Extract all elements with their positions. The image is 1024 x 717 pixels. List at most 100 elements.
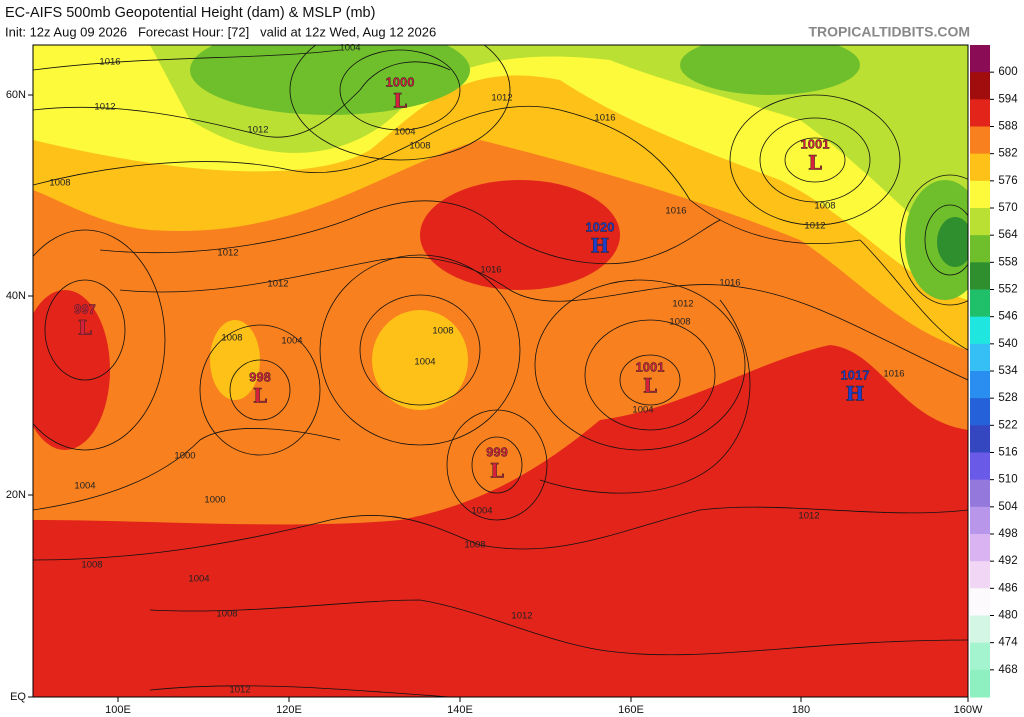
center-pressure: 1017 [841,367,870,382]
isobar [119,256,968,381]
lon-label: 160W [954,704,983,716]
isobar-label: 1008 [81,560,102,571]
isobar [784,137,846,183]
map-frame [32,44,969,698]
isobar [33,49,341,71]
isobar-label: 1008 [814,201,835,212]
isobar-label: 1004 [188,574,209,585]
height-region [937,217,968,267]
center-pressure: 1020 [586,219,615,234]
center-pressure: 997 [74,301,96,316]
isobar [149,685,451,697]
isobar-label: 1016 [594,113,615,124]
isobar [33,61,451,138]
isobar-label: 1012 [217,248,238,259]
colorbar-swatch [970,45,990,73]
subtitle: Init: 12z Aug 09 2026 Forecast Hour: [72… [5,24,436,39]
isobar-label: 1000 [174,451,195,462]
colorbar-swatch [970,235,990,263]
isobar-label: 1000 [204,495,225,506]
center-pressure: 998 [249,369,271,384]
isobar [534,279,746,451]
colorbar-swatch [970,153,990,182]
colorbar-swatch [970,534,990,562]
isobar [33,428,341,511]
isobar-label: 1004 [632,405,653,416]
height-region [33,290,110,450]
isobar [859,239,968,351]
colorbar-swatch [970,452,990,481]
colorbar-label: 468 [998,664,1017,676]
isobar-label: 1012 [491,93,512,104]
credit: TROPICALTIDBITS.COM [808,24,970,40]
height-region [905,180,968,300]
colorbar-label: 492 [998,555,1017,567]
map-overlay: 1016 1012 1012 1008 1012 1012 1008 1004 1016 1012… [49,43,904,696]
isobar [289,45,511,161]
isobar [33,506,968,561]
isobar-label: 1008 [221,333,242,344]
colorbar-label: 504 [998,501,1018,513]
isobar-label: 1004 [281,336,302,347]
isobar-label: 1008 [464,540,485,551]
height-region [680,45,860,95]
isobar [359,294,481,406]
lon-label: 120E [276,704,302,716]
lon-label: 140E [447,704,473,716]
colorbar-swatch [970,371,990,399]
height-fills [33,45,968,697]
isobar-label: 1012 [94,102,115,113]
isobar-label: 1004 [74,481,95,492]
colorbar-label: 564 [998,229,1018,241]
center-pressure: 999 [486,444,508,459]
isobar-label: 1016 [480,265,501,276]
lon-label: 180 [792,704,810,716]
colorbar-label: 588 [998,121,1017,133]
center-letter: L [78,316,92,340]
isobar [319,254,521,446]
colorbar-label: 582 [998,148,1017,160]
height-region [210,320,260,400]
colorbar-label: 510 [998,474,1017,486]
isobar-label: 1012 [247,125,268,136]
lat-label: 40N [6,290,26,302]
center-pressure: 1000 [386,74,415,89]
isobar [924,204,968,276]
lon-label: 100E [105,704,131,716]
colorbar-swatch [970,316,990,345]
center-letter: H [846,382,865,406]
isobar [339,49,461,131]
colorbar-swatch [970,506,990,535]
colorbar-swatch [970,669,990,698]
center-letter: L [643,374,657,398]
isobar-label: 1012 [672,299,693,310]
isobar-label: 1016 [99,57,120,68]
colorbar-swatch [970,180,990,209]
colorbar-swatch [970,588,990,616]
isobar [99,200,721,265]
colorbar-swatch [970,479,990,508]
isobar [229,359,291,421]
colorbar-swatch [970,561,990,589]
isobar-label: 1004 [471,506,492,517]
isobar [33,229,166,451]
colorbar-swatch [970,289,990,318]
colorbar-label: 528 [998,392,1017,404]
height-region [190,45,470,115]
isobar-label: 1012 [229,685,250,696]
colorbar-swatch [970,262,990,290]
isobar [584,319,716,431]
colorbar-swatch [970,642,990,671]
colorbar-swatch [970,126,990,155]
colorbar-swatch [970,99,990,127]
center-letter: L [393,89,407,113]
isobar-label: 1008 [669,317,690,328]
colorbar-label: 546 [998,311,1017,323]
colorbar-label: 600 [998,66,1017,78]
colorbar-swatch [970,72,990,100]
isobar-label: 1008 [409,141,430,152]
colorbar-label: 498 [998,528,1017,540]
isobar [199,324,321,456]
isobar [729,94,901,226]
